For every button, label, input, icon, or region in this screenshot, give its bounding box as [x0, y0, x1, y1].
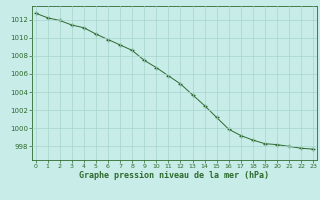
X-axis label: Graphe pression niveau de la mer (hPa): Graphe pression niveau de la mer (hPa)	[79, 171, 269, 180]
